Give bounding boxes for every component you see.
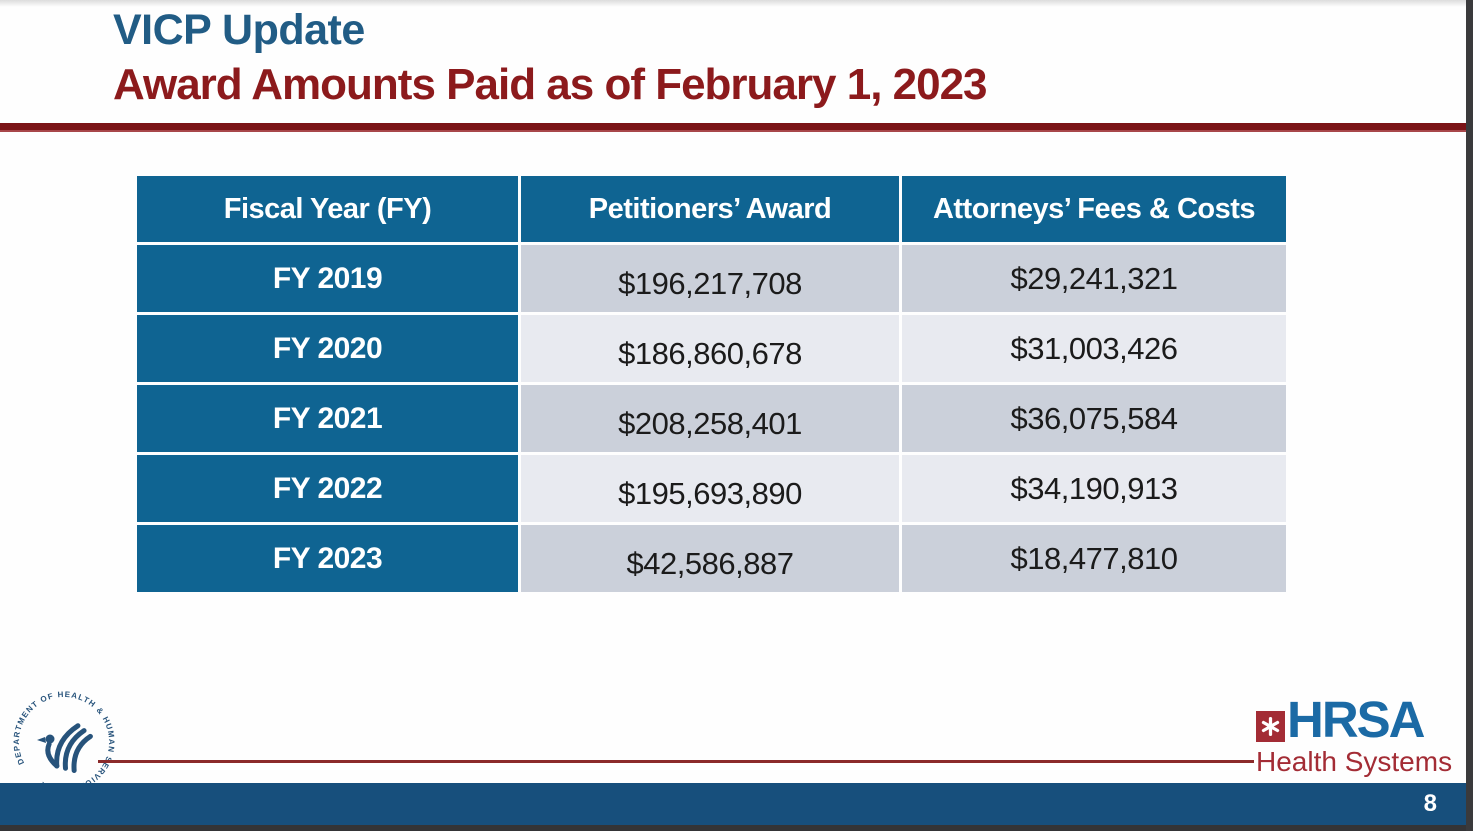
petitioners-award-cell: $196,217,708 [521,245,899,312]
table-row: FY 2019 $196,217,708 $29,241,321 [137,245,1286,312]
footer-divider-line [98,760,1254,763]
fiscal-year-cell: FY 2021 [137,385,518,452]
page-title: VICP Update [113,6,365,54]
attorneys-fees-cell: $29,241,321 [902,245,1286,312]
column-header-fiscal-year: Fiscal Year (FY) [137,176,518,242]
footer-bar: 8 [0,783,1473,825]
page-number: 8 [1423,790,1437,817]
award-amounts-table: Fiscal Year (FY) Petitioners’ Award Atto… [134,173,1289,595]
hrsa-logo-tagline: Health Systems [1256,745,1453,777]
fiscal-year-cell: FY 2023 [137,525,518,592]
petitioners-award-cell: $42,586,887 [521,525,899,592]
attorneys-fees-cell: $31,003,426 [902,315,1286,382]
table-row: FY 2023 $42,586,887 $18,477,810 [137,525,1286,592]
attorneys-fees-cell: $36,075,584 [902,385,1286,452]
table-row: FY 2022 $195,693,890 $34,190,913 [137,455,1286,522]
attorneys-fees-cell: $18,477,810 [902,525,1286,592]
attorneys-fees-cell: $34,190,913 [902,455,1286,522]
column-header-attorneys-fees: Attorneys’ Fees & Costs [902,176,1286,242]
bottom-edge-border [0,825,1473,831]
top-edge-fade [0,0,1473,7]
title-divider [0,123,1473,132]
table-row: FY 2020 $186,860,678 $31,003,426 [137,315,1286,382]
petitioners-award-cell: $195,693,890 [521,455,899,522]
table-row: FY 2021 $208,258,401 $36,075,584 [137,385,1286,452]
petitioners-award-cell: $186,860,678 [521,315,899,382]
fiscal-year-cell: FY 2019 [137,245,518,312]
hrsa-asterisk-icon [1256,711,1285,742]
petitioners-award-cell: $208,258,401 [521,385,899,452]
right-edge-border [1466,0,1473,831]
fiscal-year-cell: FY 2020 [137,315,518,382]
title-block: VICP Update Award Amounts Paid as of Feb… [113,4,988,111]
page-subtitle: Award Amounts Paid as of February 1, 202… [113,59,988,109]
hrsa-logo-name: HRSA [1287,691,1426,748]
column-header-petitioners-award: Petitioners’ Award [521,176,899,242]
hrsa-logo: HRSA Health Systems [1256,691,1466,777]
table-header-row: Fiscal Year (FY) Petitioners’ Award Atto… [137,176,1286,242]
fiscal-year-cell: FY 2022 [137,455,518,522]
